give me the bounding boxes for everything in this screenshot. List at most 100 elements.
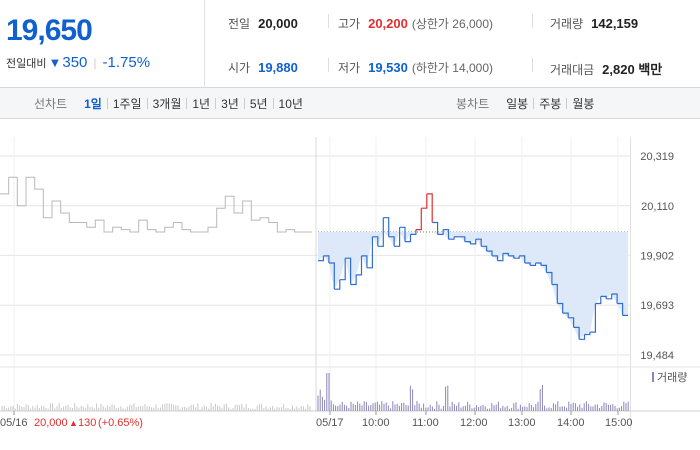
tab-divider	[215, 98, 217, 109]
today-line-segment	[432, 221, 439, 235]
change-rate: -1.75%	[102, 54, 151, 71]
today-line-segment	[415, 208, 422, 231]
x-tick-label: 15:00	[605, 417, 633, 429]
today-line-segment	[366, 236, 373, 269]
volume-legend: 거래량	[652, 371, 687, 384]
tab-divider	[272, 98, 274, 109]
tab-divider	[533, 98, 535, 109]
today-line-segment	[459, 236, 466, 242]
tab-period-1y[interactable]: 1년	[192, 97, 211, 111]
today-line-segment	[617, 302, 624, 316]
line-chart-title: 선차트	[34, 97, 68, 111]
today-line-segment	[513, 255, 520, 259]
today-line-segment	[573, 326, 580, 340]
tab-candle-monthly[interactable]: 월봉	[572, 97, 595, 111]
below-ref-fill	[318, 232, 628, 340]
today-line-segment	[562, 312, 569, 318]
tab-divider	[566, 98, 568, 109]
today-line-segment	[448, 236, 455, 240]
today-line-segment	[334, 279, 341, 290]
today-line-segment	[383, 217, 390, 237]
today-line-segment	[377, 217, 384, 247]
today-line-segment	[318, 255, 324, 262]
today-line-segment	[350, 274, 357, 286]
tab-period-10y[interactable]: 10년	[278, 97, 303, 111]
today-line-segment	[600, 295, 607, 299]
stat-divider	[328, 58, 329, 72]
price-chart-svg: 20,319 20,110 19,902 19,693 19,484 05/16 20,0…	[0, 137, 700, 430]
down-arrow-icon: ▼	[48, 55, 62, 70]
tab-period-5y[interactable]: 5년	[249, 97, 268, 111]
change-divider: |	[93, 55, 97, 70]
price-chart: 20,319 20,110 19,902 19,693 19,484 05/16 20,0…	[0, 119, 700, 450]
prev-day-rate: (+0.65%)	[98, 417, 143, 429]
today-line-segment	[464, 241, 471, 244]
today-line-segment	[481, 245, 488, 252]
tab-divider	[106, 98, 108, 109]
today-line-segment	[584, 332, 591, 336]
stat-high: 고가 20,200 (상한가 26,000)	[338, 16, 494, 31]
today-line-segment	[579, 334, 586, 340]
x-tick-label: 12:00	[460, 417, 488, 429]
today-line-segment	[535, 262, 542, 266]
chart-tab-bar: 선차트 1일 1주일 3개월 1년 3년 5년 10년 봉차트 일봉 주봉 월봉	[0, 88, 700, 119]
y-tick-label: 19,484	[640, 350, 674, 362]
tab-period-1w[interactable]: 1주일	[112, 97, 142, 111]
today-line-segment	[399, 226, 406, 242]
today-line-segment	[541, 264, 547, 273]
tab-divider	[243, 98, 245, 109]
x-tick-label: 14:00	[557, 417, 585, 429]
y-tick-label: 20,319	[640, 151, 674, 163]
today-line-segment	[372, 236, 379, 247]
prev-day-change: 130	[78, 417, 96, 429]
tab-period-3y[interactable]: 3년	[221, 97, 239, 111]
chart-grid	[0, 137, 631, 430]
today-line-segment	[546, 271, 553, 285]
prev-day-close: 20,000	[34, 417, 68, 429]
x-axis-ticks: 05/16 20,000 ▲ 130 (+0.65%) 05/17 10:00 11:00 12…	[0, 411, 633, 429]
today-line-segment	[595, 296, 602, 305]
today-line-segment	[443, 229, 450, 240]
price-summary: 19,650 전일대비 ▼ 350 | -1.75% 전일 20,000 고가 …	[0, 0, 700, 88]
x-tick-label: 11:00	[412, 417, 439, 429]
stat-open: 시가 19,880	[228, 60, 298, 75]
today-line-segment	[328, 262, 335, 290]
tab-period-1d[interactable]: 1일	[84, 97, 102, 111]
tab-period-3m[interactable]: 3개월	[152, 97, 182, 111]
volume-legend-label: 거래량	[657, 371, 687, 384]
today-line-segment	[470, 239, 477, 245]
current-price: 19,650	[6, 14, 93, 47]
tab-candle-daily[interactable]: 일봉	[506, 97, 529, 111]
today-line-segment	[486, 250, 493, 256]
stat-divider	[532, 14, 533, 28]
today-line-segment	[568, 317, 575, 328]
today-line-segment	[475, 238, 482, 247]
stat-prev-close: 전일 20,000	[228, 16, 298, 31]
today-line-segment	[361, 255, 368, 268]
up-arrow-icon: ▲	[69, 418, 78, 428]
today-line-segment	[437, 229, 444, 235]
today-line-segment	[611, 293, 618, 304]
today-line-segment	[606, 294, 613, 300]
today-line-segment	[356, 255, 363, 276]
today-line-segment	[394, 227, 401, 247]
today-line-segment	[519, 255, 526, 263]
today-line-segment	[426, 193, 433, 223]
candle-chart-tabs: 봉차트 일봉 주봉 월봉	[456, 88, 599, 119]
stat-divider	[532, 58, 533, 72]
tab-candle-weekly[interactable]: 주봉	[539, 97, 562, 111]
volume-legend-swatch	[652, 372, 654, 382]
line-chart-tabs: 선차트 1일 1주일 3개월 1년 3년 5년 10년	[34, 88, 308, 119]
tab-divider	[186, 98, 188, 109]
x-tick-label: 05/17	[316, 417, 344, 429]
prev-day-line	[0, 176, 312, 233]
today-line-segment	[508, 255, 515, 259]
today-line-segment	[421, 193, 428, 209]
today-line-segment	[345, 257, 352, 285]
x-tick-label: 05/16	[0, 417, 28, 429]
y-tick-label: 19,902	[640, 250, 674, 262]
today-line-segment	[551, 283, 558, 304]
today-line-segment	[497, 253, 504, 262]
stat-amount: 거래대금 2,820 백만	[550, 62, 663, 77]
today-line-segment	[405, 234, 412, 243]
